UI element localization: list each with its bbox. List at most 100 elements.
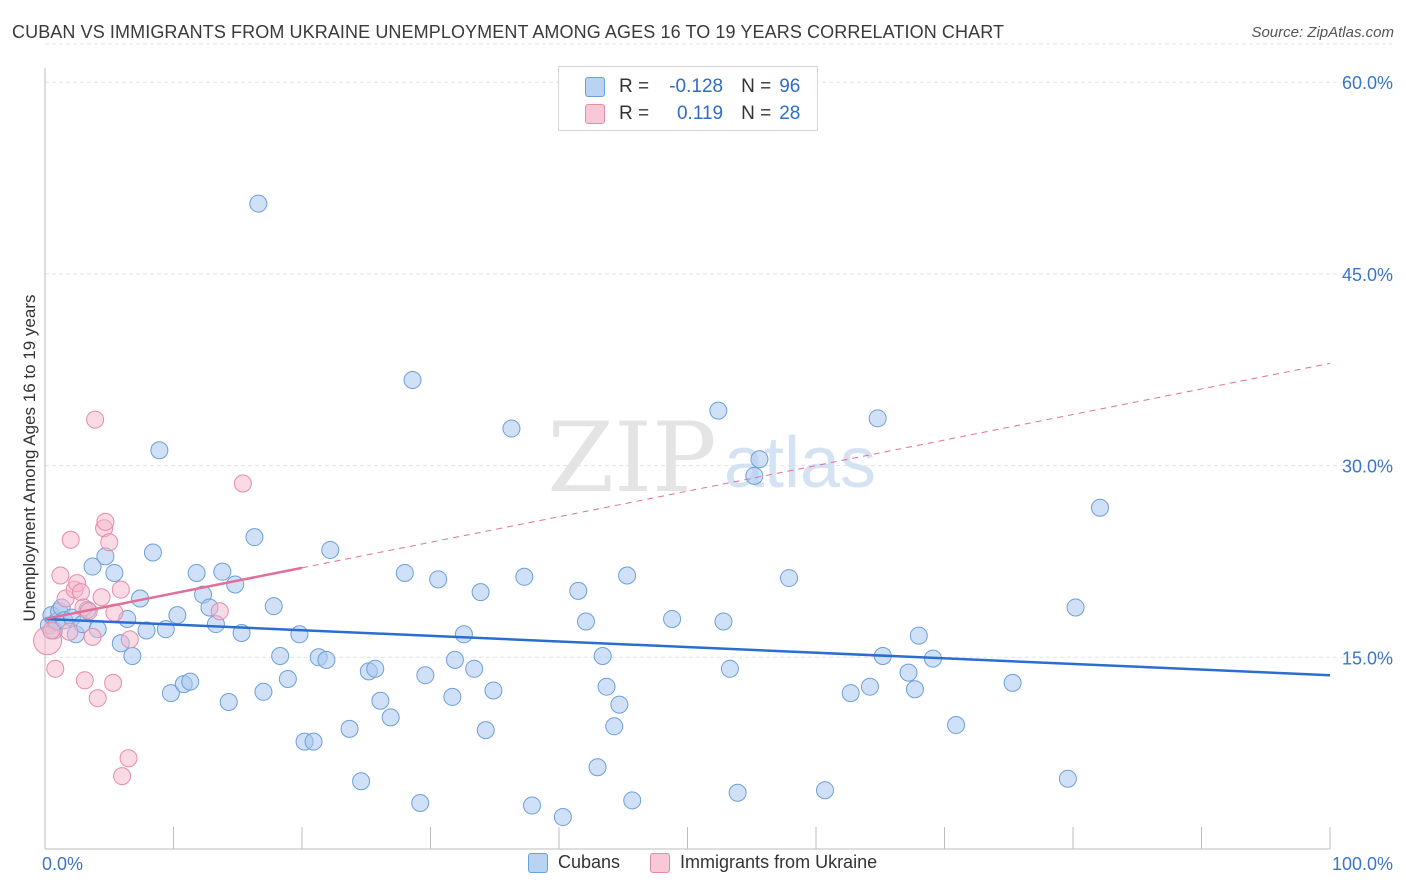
trendline-cubans	[44, 617, 1331, 677]
data-point-cubans	[899, 663, 918, 682]
data-point-cubans	[366, 659, 385, 678]
data-point-cubans	[161, 684, 180, 703]
legend-r-label: R =	[619, 103, 650, 124]
data-point-cubans	[597, 677, 616, 696]
data-point-ukraine	[92, 588, 111, 607]
data-point-cubans	[249, 194, 268, 213]
data-point-cubans	[264, 597, 283, 616]
y-tick-label: 30.0%	[1342, 457, 1393, 477]
data-point-cubans	[471, 583, 490, 602]
data-point-cubans	[515, 567, 534, 586]
data-point-ukraine	[88, 689, 107, 708]
data-point-cubans	[815, 781, 834, 800]
legend-n-value: 96	[779, 76, 801, 97]
data-point-ukraine	[42, 621, 61, 640]
data-point-cubans	[395, 563, 414, 582]
data-point-cubans	[663, 609, 682, 628]
data-point-cubans	[168, 606, 187, 625]
data-point-cubans	[254, 682, 273, 701]
stats-legend: R = -0.128 N = 96 R = 0.119 N = 28	[558, 66, 818, 131]
data-point-cubans	[181, 672, 200, 691]
trendline-ukraine	[44, 566, 303, 621]
legend-label-ukraine: Immigrants from Ukraine	[680, 852, 878, 872]
data-point-cubans	[841, 684, 860, 703]
data-point-ukraine	[120, 630, 139, 649]
data-point-ukraine	[96, 512, 115, 531]
data-point-cubans	[1058, 769, 1077, 788]
data-point-cubans	[502, 419, 521, 438]
data-point-ukraine	[83, 627, 102, 646]
y-tick-label: 60.0%	[1342, 73, 1393, 93]
y-tick-label: 15.0%	[1342, 648, 1393, 668]
legend-n-label: N =	[741, 76, 772, 97]
legend-row-ukraine: R = 0.119 N = 28	[585, 100, 800, 128]
data-point-cubans	[226, 575, 245, 594]
data-point-cubans	[371, 691, 390, 710]
watermark-atlas: atlas	[724, 423, 876, 503]
data-point-cubans	[429, 570, 448, 589]
data-point-cubans	[484, 681, 503, 700]
data-point-cubans	[278, 670, 297, 689]
data-point-cubans	[720, 659, 739, 678]
data-point-ukraine	[113, 767, 132, 786]
data-point-cubans	[745, 466, 764, 485]
y-axis-label: Unemployment Among Ages 16 to 19 years	[20, 294, 39, 622]
data-point-cubans	[454, 625, 473, 644]
data-point-cubans	[1066, 598, 1085, 617]
axes	[44, 68, 1331, 850]
data-point-cubans	[593, 647, 612, 666]
data-point-cubans	[304, 732, 323, 751]
legend-swatch-cubans	[585, 77, 605, 97]
trendline-ukraine-extension	[301, 362, 1331, 569]
legend-r-label: R =	[619, 76, 650, 97]
data-point-cubans	[143, 543, 162, 562]
chart-title: CUBAN VS IMMIGRANTS FROM UKRAINE UNEMPLO…	[12, 22, 1005, 42]
data-point-ukraine	[75, 671, 94, 690]
data-point-cubans	[245, 528, 264, 547]
grid-lines	[45, 43, 1392, 658]
data-point-ukraine	[60, 622, 79, 641]
series-legend: Cubans Immigrants from Ukraine	[528, 852, 877, 873]
data-point-cubans	[750, 450, 769, 469]
data-point-cubans	[576, 612, 595, 631]
data-point-cubans	[605, 717, 624, 736]
data-point-cubans	[728, 783, 747, 802]
data-point-cubans	[714, 612, 733, 631]
data-point-ukraine	[111, 580, 130, 599]
legend-r-value: -0.128	[669, 76, 724, 97]
data-point-cubans	[465, 659, 484, 678]
legend-swatch-ukraine	[585, 104, 605, 124]
data-point-cubans	[523, 796, 542, 815]
data-point-cubans	[213, 562, 232, 581]
data-point-cubans	[340, 719, 359, 738]
data-point-cubans	[83, 557, 102, 576]
data-point-cubans	[905, 680, 924, 699]
legend-label-cubans: Cubans	[558, 852, 621, 872]
data-point-ukraine	[119, 749, 138, 768]
data-point-ukraine	[51, 566, 70, 585]
data-point-cubans	[445, 650, 464, 669]
data-point-cubans	[290, 625, 309, 644]
data-point-cubans	[868, 409, 887, 428]
legend-swatch-ukraine	[650, 852, 671, 873]
legend-n-label: N =	[741, 103, 772, 124]
data-point-cubans	[569, 581, 588, 600]
data-point-cubans	[588, 758, 607, 777]
data-point-cubans	[411, 793, 430, 812]
data-point-cubans	[105, 563, 124, 582]
data-point-cubans	[150, 441, 169, 460]
data-point-cubans	[416, 666, 435, 685]
data-point-cubans	[443, 687, 462, 706]
y-tick-label: 45.0%	[1342, 265, 1393, 285]
data-point-cubans	[553, 808, 572, 827]
data-point-ukraine	[104, 673, 123, 692]
data-point-cubans	[271, 647, 290, 666]
legend-swatch-cubans	[528, 852, 548, 873]
data-point-cubans	[947, 716, 966, 735]
data-point-cubans	[709, 401, 728, 420]
data-point-ukraine	[86, 410, 105, 429]
data-point-cubans	[403, 370, 422, 389]
legend-n-value: 28	[779, 103, 801, 124]
data-point-cubans	[187, 563, 206, 582]
